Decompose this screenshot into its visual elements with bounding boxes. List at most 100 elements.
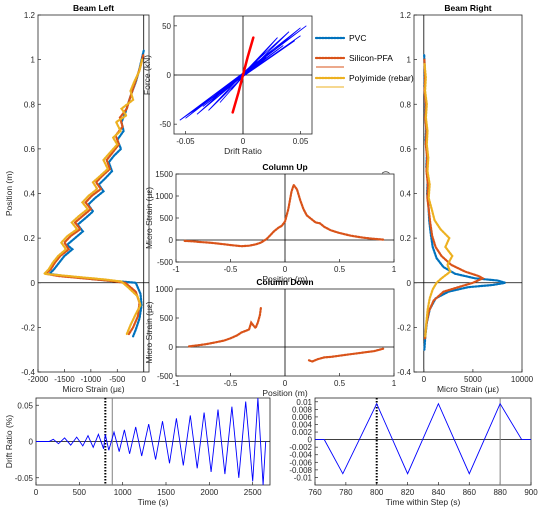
drift_step-series-step (315, 402, 531, 475)
drift_step-xtick-label: 900 (524, 488, 538, 497)
hysteresis-ytick-label: 50 (162, 22, 171, 31)
beam_left-ytick-label: 0.6 (24, 145, 36, 154)
beam_left-xtick-label: -1500 (54, 375, 75, 384)
beam_right-ytick-label: 0 (407, 279, 412, 288)
column_up-ytick-label: 1500 (155, 170, 173, 179)
beam_left-title: Beam Left (73, 3, 114, 13)
beam_left-ytick-label: 0.2 (24, 234, 36, 243)
drift_step-ytick-label: -0.004 (289, 451, 312, 460)
drift_step-ytick-label: -0.01 (294, 473, 313, 482)
beam_left-ytick-label: 1.2 (24, 11, 36, 20)
drift_step-ytick-label: -0.006 (289, 458, 312, 467)
legend-entry-label: Polyimide (rebar) (349, 73, 414, 83)
column_up-ytick-label: 1000 (155, 192, 173, 201)
beam_right-plot-area (413, 14, 523, 373)
drift_step-chart: 760 780 800 820 840 860 880 900-0.01-0.008-0.00… (289, 397, 538, 507)
drift_step-ytick-label: 0.006 (292, 413, 313, 422)
drift_step-xlabel: Time within Step (s) (386, 497, 461, 507)
drift_time-ytick-label: 0 (29, 438, 34, 447)
hysteresis-xtick-label: 0.05 (293, 137, 309, 146)
beam_right-ytick-label: 0.8 (400, 100, 412, 109)
hysteresis-ytick-label: 0 (167, 71, 172, 80)
drift_time-xtick-label: 500 (73, 488, 87, 497)
legend-entry-label: Silicon-PFA (349, 53, 393, 63)
drift_step-xtick-label: 800 (370, 488, 384, 497)
drift_time-ylabel: Drift Ratio (%) (4, 415, 14, 469)
drift_step-ytick-label: -0.008 (289, 466, 312, 475)
beam_right-ytick-label: 0.2 (400, 234, 412, 243)
column_down-ytick-label: 500 (160, 314, 174, 323)
drift_step-xtick-label: 820 (401, 488, 415, 497)
hysteresis-chart: -0.05 0 0.05 -50 0 50 Drift Ratio Force (kN) (142, 15, 313, 156)
hysteresis-series-current-step (231, 36, 255, 114)
beam_left-xtick-label: -2000 (28, 375, 49, 384)
legend-entry-label: PVC (349, 33, 366, 43)
beam_right-ytick-label: -0.4 (397, 368, 411, 377)
beam_right-ytick-label: -0.2 (397, 323, 411, 332)
column_up-series-silicon-pfa (183, 182, 385, 248)
drift_time-series-drift (36, 398, 267, 485)
beam_left-chart: -2000 -1500 -1000 -500 0 -0.4 -0.2 0 0.2 0.4 0.6 0.… (4, 3, 150, 394)
beam_left-ytick-label: 0.4 (24, 190, 36, 199)
beam_right-ytick-label: 0.4 (400, 190, 412, 199)
column_up-xtick-label: 0 (283, 265, 288, 274)
legend: PVC Silicon-PFA Polyimide (rebar) (314, 33, 414, 88)
hysteresis-xtick-label: -0.05 (176, 137, 195, 146)
column_up-title: Column Up (262, 162, 307, 172)
drift_step-xtick-label: 760 (308, 488, 322, 497)
beam_left-ylabel: Position (m) (4, 171, 14, 217)
drift_time-xtick-label: 1500 (157, 488, 175, 497)
beam_right-xtick-label: 0 (422, 375, 427, 384)
column_up-ytick-label: 500 (160, 214, 174, 223)
column_down-xtick-label: -1 (172, 379, 180, 388)
drift_step-ytick-label: 0.002 (292, 428, 313, 437)
beam_right-series-polyimide-rebar- (423, 62, 454, 338)
column_down-ytick-label: 0 (169, 343, 174, 352)
beam_right-ytick-label: 1 (407, 56, 412, 65)
drift_step-xtick-label: 860 (463, 488, 477, 497)
column_down-series-silicon-pfa (188, 305, 263, 348)
beam_right-xlabel: Micro Strain (με) (437, 384, 499, 394)
column_up-xlabel: Position (m) (262, 274, 308, 284)
beam_right-ytick-label: 0.6 (400, 145, 412, 154)
drift_step-ytick-label: 0.01 (296, 398, 312, 407)
beam_left-ytick-label: -0.4 (21, 368, 35, 377)
column_down-title: Column Down (256, 277, 313, 287)
drift_step-ytick-label: 0 (308, 436, 313, 445)
column_up-chart: -1 -0.5 0 0.5 1 -500 0 500 1000 1500 Column Up Posi… (144, 162, 397, 284)
column_up-xtick-label: -0.5 (224, 265, 238, 274)
column_down-ylabel: Micro Strain (με) (144, 301, 154, 363)
beam_right-ytick-label: 1.2 (400, 11, 412, 20)
drift_time-xlabel: Time (s) (138, 497, 169, 507)
beam_right-xtick-label: 10000 (511, 375, 534, 384)
drift_step-ytick-label: 0.004 (292, 420, 313, 429)
drift_time-xtick-label: 0 (34, 488, 39, 497)
column_up-xtick-label: 0.5 (334, 265, 346, 274)
drift_time-xtick-label: 1000 (114, 488, 132, 497)
beam_left-xtick-label: -1000 (81, 375, 102, 384)
beam_right-xtick-label: 5000 (464, 375, 482, 384)
beam_left-ytick-label: 1 (31, 56, 36, 65)
column_down-xtick-label: -0.5 (224, 379, 238, 388)
beam_left-ytick-label: 0.8 (24, 100, 36, 109)
column_down-xtick-label: 0 (283, 379, 288, 388)
hysteresis-ylabel: Force (kN) (142, 55, 152, 95)
drift_time-xtick-label: 2500 (244, 488, 262, 497)
hysteresis-ytick-label: -50 (159, 120, 171, 129)
beam_left-xlabel: Micro Strain (με) (62, 384, 124, 394)
drift_step-plot-area (314, 397, 532, 486)
column_down-series-silicon-pfa-2- (307, 347, 385, 363)
beam_left-xtick-label: -500 (109, 375, 126, 384)
drift_step-ytick-label: -0.002 (289, 443, 312, 452)
column_up-xtick-label: -1 (172, 265, 180, 274)
column_down-ytick-label: 1000 (155, 285, 173, 294)
column_up-ytick-label: -500 (157, 258, 174, 267)
hysteresis-xtick-label: 0 (241, 137, 246, 146)
drift_time-ytick-label: 0.05 (17, 401, 33, 410)
beam_left-xtick-label: 0 (141, 375, 146, 384)
drift_step-xtick-label: 780 (339, 488, 353, 497)
column_down-xtick-label: 1 (392, 379, 397, 388)
